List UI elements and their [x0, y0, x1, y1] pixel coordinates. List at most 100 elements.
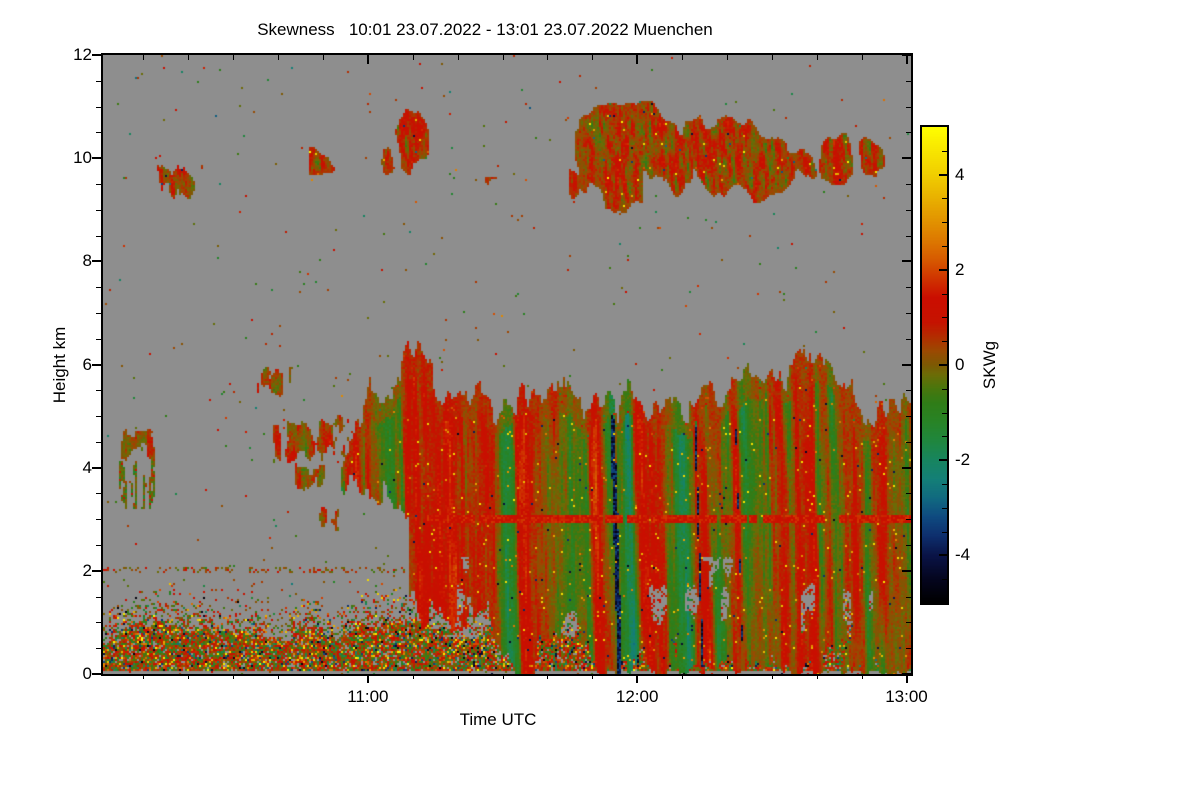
colorbar-minor-tick	[942, 293, 947, 295]
x-axis-minor-tick-top	[188, 55, 190, 60]
y-axis-major-tick-right	[902, 157, 911, 160]
y-axis-minor-tick	[96, 106, 101, 108]
colorbar-major-tick	[939, 173, 947, 176]
colorbar-tick-label: -2	[955, 450, 971, 470]
x-axis-minor-tick-top	[726, 55, 728, 60]
x-axis-minor-tick	[682, 674, 684, 679]
y-axis-minor-tick-right	[906, 235, 911, 237]
y-axis-minor-tick	[96, 519, 101, 521]
y-axis-major-tick	[92, 157, 101, 160]
colorbar-major-tick	[939, 459, 947, 462]
x-axis-minor-tick	[861, 674, 863, 679]
colorbar-tick-label: 4	[955, 164, 965, 184]
x-axis-major-tick	[905, 674, 908, 683]
x-axis-minor-tick	[278, 674, 280, 679]
colorbar-tick-label: -4	[955, 545, 971, 565]
colorbar-minor-tick	[942, 246, 947, 247]
y-tick-label: 10	[73, 148, 92, 168]
x-axis-minor-tick-top	[816, 55, 818, 60]
y-axis-minor-tick	[96, 416, 101, 418]
y-axis-minor-tick-right	[906, 390, 911, 392]
y-axis-minor-tick	[96, 235, 101, 237]
y-axis-minor-tick	[96, 596, 101, 598]
x-axis-minor-tick-top	[682, 55, 684, 60]
colorbar-major-tick	[939, 364, 947, 366]
y-axis-minor-tick	[96, 183, 101, 185]
x-axis-minor-tick	[457, 674, 459, 679]
y-axis-major-tick	[92, 466, 101, 469]
y-axis-major-tick	[92, 363, 101, 366]
y-axis-minor-tick-right	[906, 493, 911, 495]
heatmap-canvas	[103, 55, 911, 674]
y-axis-minor-tick-right	[906, 545, 911, 547]
x-axis-major-tick-top	[905, 55, 908, 64]
x-axis-title: Time UTC	[459, 710, 537, 729]
colorbar-minor-tick	[942, 317, 947, 319]
x-axis-minor-tick-top	[143, 55, 145, 60]
y-axis-minor-tick	[96, 80, 101, 82]
x-axis-minor-tick	[322, 674, 324, 679]
x-tick-label: 11:00	[347, 687, 389, 706]
y-tick-label: 2	[82, 560, 92, 580]
y-axis-minor-tick	[96, 545, 101, 547]
x-axis-minor-tick-top	[547, 55, 549, 60]
colorbar-minor-tick	[942, 436, 947, 438]
x-axis-minor-tick	[412, 674, 414, 679]
x-axis-minor-tick-top	[412, 55, 414, 60]
x-axis-minor-tick-top	[861, 55, 863, 60]
colorbar-minor-tick	[942, 412, 947, 414]
x-axis-minor-tick-top	[592, 55, 594, 60]
y-axis-minor-tick	[96, 648, 101, 650]
plot-area	[101, 53, 913, 676]
y-axis-major-tick-right	[902, 569, 911, 572]
y-axis-minor-tick-right	[906, 519, 911, 521]
y-axis-minor-tick-right	[906, 209, 911, 211]
x-axis-minor-tick-top	[771, 55, 773, 60]
y-axis-major-tick-right	[902, 466, 911, 469]
y-axis-minor-tick	[96, 287, 101, 289]
colorbar-minor-tick	[942, 388, 947, 390]
y-axis-minor-tick-right	[906, 338, 911, 340]
y-axis-minor-tick-right	[906, 287, 911, 289]
y-axis-minor-tick	[96, 132, 101, 134]
y-axis-minor-tick	[96, 338, 101, 340]
y-axis-major-tick-right	[902, 363, 911, 366]
colorbar-minor-tick	[942, 198, 947, 200]
colorbar-minor-tick	[942, 341, 947, 343]
colorbar-tick-label: 2	[955, 259, 965, 279]
y-axis-minor-tick-right	[906, 648, 911, 650]
x-axis-minor-tick	[502, 674, 504, 679]
y-axis-minor-tick-right	[906, 132, 911, 134]
y-axis-minor-tick	[96, 441, 101, 443]
colorbar-minor-tick	[942, 150, 947, 152]
y-axis-minor-tick	[96, 209, 101, 211]
y-axis-minor-tick-right	[906, 312, 911, 314]
y-axis-minor-tick	[96, 622, 101, 624]
x-axis-minor-tick	[726, 674, 728, 679]
colorbar-major-tick	[939, 268, 947, 271]
y-axis-minor-tick-right	[906, 622, 911, 624]
y-tick-label: 6	[82, 354, 92, 374]
y-axis-minor-tick-right	[906, 596, 911, 598]
colorbar-minor-tick	[942, 222, 947, 224]
x-axis-major-tick	[366, 674, 369, 683]
x-axis-minor-tick	[592, 674, 594, 679]
y-axis-minor-tick-right	[906, 416, 911, 418]
x-axis-minor-tick-top	[457, 55, 459, 60]
y-axis-minor-tick-right	[906, 106, 911, 108]
y-axis-minor-tick-right	[906, 183, 911, 185]
x-axis-minor-tick-top	[502, 55, 504, 60]
y-axis-major-tick	[92, 569, 101, 572]
y-axis-major-tick	[92, 260, 101, 263]
y-axis-minor-tick	[96, 390, 101, 392]
chart-title: Skewness 10:01 23.07.2022 - 13:01 23.07.…	[257, 20, 713, 39]
x-axis-minor-tick	[188, 674, 190, 679]
colorbar-minor-tick	[942, 484, 947, 485]
y-axis-major-tick-right	[902, 673, 911, 675]
colorbar-tick-label: 0	[955, 355, 965, 374]
y-tick-label: 8	[82, 251, 92, 271]
x-axis-minor-tick-top	[233, 55, 235, 60]
x-axis-major-tick	[636, 674, 639, 683]
colorbar-major-tick	[939, 554, 947, 557]
